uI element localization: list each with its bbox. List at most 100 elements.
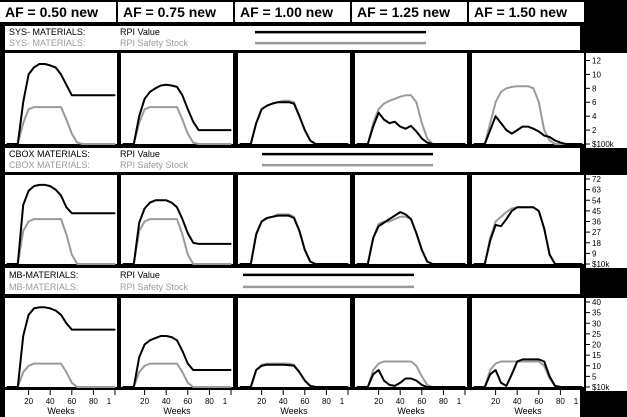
data-point [464, 263, 466, 265]
chart-panel [472, 53, 584, 145]
data-point [527, 126, 529, 128]
data-point [214, 263, 216, 265]
data-point [187, 363, 189, 365]
data-point [298, 371, 300, 373]
data-point [22, 122, 24, 124]
x-tick-label: 20 [257, 397, 266, 406]
data-point [44, 106, 46, 108]
data-point [489, 122, 491, 124]
data-point [230, 386, 232, 388]
data-point [6, 263, 8, 265]
data-point [361, 263, 363, 265]
legend-title: SYS- MATERIALS: [9, 27, 85, 37]
data-point [415, 101, 417, 103]
x-axis-label: Weeks [163, 406, 191, 416]
data-point [144, 220, 146, 223]
data-point [38, 363, 41, 365]
chart-group: MB-MATERIALS: MB-MATERIALS: RPI Value RPI S… [5, 268, 627, 392]
data-point [473, 143, 475, 145]
data-point [87, 143, 89, 145]
chart-panel [238, 175, 350, 265]
data-point [405, 360, 407, 363]
data-point [459, 263, 461, 265]
data-point [378, 369, 380, 371]
data-point [336, 263, 338, 265]
data-point [511, 360, 513, 363]
data-point [448, 263, 450, 265]
y-axis-strip [586, 53, 627, 148]
data-point [55, 309, 57, 312]
legend-title-secondary: MB-MATERIALS: [9, 282, 78, 292]
x-tick-label: 60 [534, 397, 543, 406]
data-point [76, 263, 78, 265]
data-point [405, 216, 407, 218]
data-point [187, 232, 189, 234]
data-point [527, 206, 529, 208]
y-tick-label: 63 [592, 186, 601, 195]
data-point [198, 263, 200, 265]
y-tick-label: 6 [592, 98, 597, 107]
data-point [399, 360, 401, 363]
data-point [49, 363, 51, 365]
data-point [304, 129, 306, 131]
data-point [549, 375, 551, 377]
data-point [426, 142, 428, 144]
data-point [505, 211, 507, 213]
data-point [181, 218, 183, 220]
data-point [122, 143, 124, 145]
data-point [28, 365, 30, 367]
data-point [410, 218, 412, 220]
data-point [383, 380, 385, 382]
plot-area [472, 298, 584, 387]
data-point [405, 128, 407, 130]
data-point [538, 360, 540, 363]
data-point [378, 363, 380, 365]
data-point [82, 263, 84, 265]
data-point [225, 129, 227, 131]
data-point [372, 126, 374, 128]
data-point [33, 363, 35, 365]
data-point [127, 143, 129, 145]
data-point [421, 384, 423, 386]
data-point [331, 263, 333, 265]
af-header-label: AF = 1.25 new [357, 4, 450, 20]
chart-panel [472, 298, 584, 388]
data-point [266, 217, 268, 219]
data-point [356, 386, 358, 388]
data-point [543, 228, 545, 230]
data-point [489, 129, 491, 131]
af-header-label: AF = 0.75 new [123, 4, 216, 20]
data-point [28, 314, 30, 316]
data-point [225, 243, 227, 245]
data-point [192, 263, 194, 265]
data-point [277, 215, 279, 217]
data-point [378, 108, 380, 110]
data-point [149, 339, 151, 341]
data-point [219, 386, 221, 388]
data-point [181, 350, 183, 352]
data-point [415, 130, 417, 133]
y-tick-label: 25 [592, 330, 601, 339]
x-tick-label: 80 [322, 397, 331, 406]
data-point [500, 225, 502, 227]
legend-box [5, 26, 580, 50]
data-point [421, 137, 423, 139]
data-point [388, 384, 390, 386]
data-point [576, 386, 578, 388]
data-point [44, 184, 46, 186]
data-point [98, 143, 100, 145]
data-point [17, 386, 19, 388]
data-point [76, 94, 78, 96]
data-point [165, 335, 167, 337]
data-point [415, 232, 417, 234]
data-point [239, 386, 241, 388]
x-axis-label: Weeks [280, 406, 308, 416]
data-point [22, 335, 24, 337]
data-point [109, 143, 111, 145]
data-point [114, 143, 116, 145]
data-point [65, 119, 67, 121]
data-point [347, 143, 349, 145]
legend-series-safety: RPI Safety Stock [120, 282, 189, 292]
data-point [71, 329, 73, 331]
